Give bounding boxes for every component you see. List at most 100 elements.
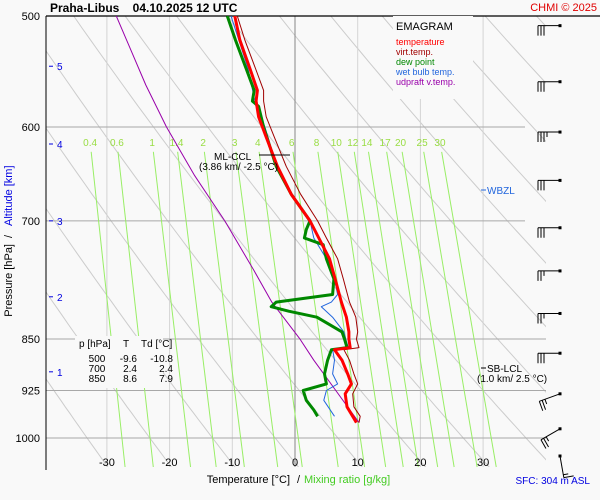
legend-item-temperature: temperature (396, 37, 445, 47)
altitude-tick-label: 5 (57, 62, 63, 73)
wind-barb-feather (540, 439, 547, 449)
wind-barb-station (558, 80, 562, 84)
wind-barb (537, 80, 562, 92)
wind-barb-station (558, 351, 562, 355)
udpraft-v-temp-line (115, 16, 360, 423)
mixing-ratio-label: 17 (380, 138, 392, 149)
wind-barb-feather (545, 436, 550, 442)
wind-barb-station (558, 269, 562, 273)
temperature-tick-label: -10 (224, 457, 240, 469)
mixing-ratio-label: 25 (417, 138, 429, 149)
y-axis-separator: / (3, 234, 15, 238)
mixing-ratio-label: 0.4 (83, 138, 97, 149)
wind-barb (537, 351, 562, 364)
temperature-tick-label: 20 (414, 457, 426, 469)
mixing-ratio-label: 0.6 (110, 138, 124, 149)
table-header-p: p [hPa] (79, 339, 111, 350)
x-axis-separator: / (297, 474, 301, 486)
mixing-ratio-line (235, 151, 279, 468)
table-cell-td: -10.8 (150, 354, 173, 365)
dry-adiabat-line (46, 207, 236, 467)
mixing-ratio-line (292, 151, 339, 468)
temperature-tick-label: 10 (352, 457, 364, 469)
pressure-tick-label: 850 (22, 334, 40, 346)
dry-adiabat-line (46, 127, 300, 467)
mixing-ratio-line (367, 151, 419, 468)
wind-barb-station (558, 226, 562, 230)
temperature-tick-label: -20 (162, 457, 178, 469)
y-axis-label-altitude: Altitude [km] (3, 165, 15, 226)
mixing-ratio-line (152, 151, 192, 468)
pressure-tick-label: 600 (22, 122, 40, 134)
mixing-ratio-label: 14 (361, 138, 373, 149)
dry-adiabat-line (73, 16, 427, 467)
altitude-tick-label: 3 (57, 217, 63, 228)
wind-barb-feather (563, 475, 574, 479)
legend: EMAGRAM temperature virt.temp. dew point… (393, 16, 473, 99)
table-header-td: Td [°C] (141, 339, 172, 350)
mixing-ratio-line (401, 151, 455, 468)
table-header-t: T (123, 339, 129, 350)
mixing-ratio-label: 10 (331, 138, 343, 149)
mixing-ratio-label: 1 (149, 138, 155, 149)
mixing-ratio-label: 3 (232, 138, 238, 149)
dry-adiabat-line (278, 16, 546, 328)
dry-adiabat-line (227, 16, 546, 393)
virt-temp-line (236, 16, 361, 423)
chart-title: Praha-Libus 04.10.2025 12 UTC (50, 1, 238, 15)
wind-barb-feather (563, 473, 569, 476)
mixing-ratio-label: 30 (434, 138, 446, 149)
legend-heading: EMAGRAM (396, 21, 453, 33)
wind-barb (538, 392, 562, 411)
mixing-ratio-line (441, 151, 497, 468)
mixing-ratio-line (177, 151, 217, 468)
dry-adiabat-line (46, 378, 109, 467)
pressure-tick-labels: 500 600 700 850 925 1000 (16, 11, 40, 445)
wind-barb-station (558, 178, 562, 182)
y-axis-label-pressure: Pressure [hPa] (3, 244, 15, 317)
dry-adiabat-line (46, 291, 172, 467)
mixing-ratio-label: 4 (255, 138, 261, 149)
wind-barb (537, 311, 562, 324)
table-cell-p: 850 (89, 374, 106, 385)
dry-adiabat-line (175, 16, 546, 461)
wind-barb-station (558, 130, 562, 134)
dry-adiabat-line (46, 50, 363, 467)
altitude-ticks: 5 4 3 2 1 (49, 62, 63, 379)
table-cell-t: -9.6 (120, 354, 138, 365)
wind-barb-station (558, 454, 562, 458)
sb-lcl-detail: (1.0 km/ 2.5 °C) (477, 374, 547, 385)
wind-barb-staff (539, 393, 561, 402)
ml-ccl-annotation: ML-CCL (3.86 km/ -2.5 °C) (199, 152, 290, 173)
altitude-tick-label: 1 (57, 368, 63, 379)
surface-elevation-label: SFC: 304 m ASL (516, 476, 591, 487)
mixing-ratio-line (90, 151, 126, 468)
table-cell-td: 2.4 (159, 364, 173, 375)
dry-adiabat-line (539, 0, 600, 474)
altitude-tick-label: 2 (57, 293, 63, 304)
wbzl-annotation: WBZL (481, 186, 515, 197)
wind-barb-station (558, 392, 562, 396)
temperature-tick-label: 0 (292, 457, 298, 469)
table-cell-td: 7.9 (159, 374, 173, 385)
mixing-ratio-line (386, 151, 439, 468)
mixing-ratio-line (353, 151, 404, 468)
y-axis-title: Pressure [hPa] / Altitude [km] (3, 165, 15, 316)
wind-barb-staff (559, 455, 565, 478)
legend-item-updraft: udpraft v.temp. (396, 77, 455, 87)
wind-barb (558, 454, 574, 479)
wind-barb-station (558, 24, 562, 28)
x-axis-label-temperature: Temperature [°C] (207, 474, 290, 486)
ml-ccl-detail: (3.86 km/ -2.5 °C) (199, 162, 278, 173)
sounding-profiles (115, 16, 361, 424)
legend-item-virt-temp: virt.temp. (396, 47, 433, 57)
temperature-tick-labels: -30 -20 -10 0 10 20 30 (99, 457, 489, 469)
sounding-table: p [hPa] T Td [°C] 500 -9.6 -10.8 700 2.4… (75, 336, 173, 388)
mixing-ratio-line (117, 151, 154, 468)
table-background (75, 336, 163, 388)
pressure-tick-label: 500 (22, 11, 40, 23)
wind-barb-station (558, 311, 562, 315)
copyright-label: CHMI © 2025 (530, 2, 597, 14)
mixing-ratio-line (317, 151, 366, 468)
